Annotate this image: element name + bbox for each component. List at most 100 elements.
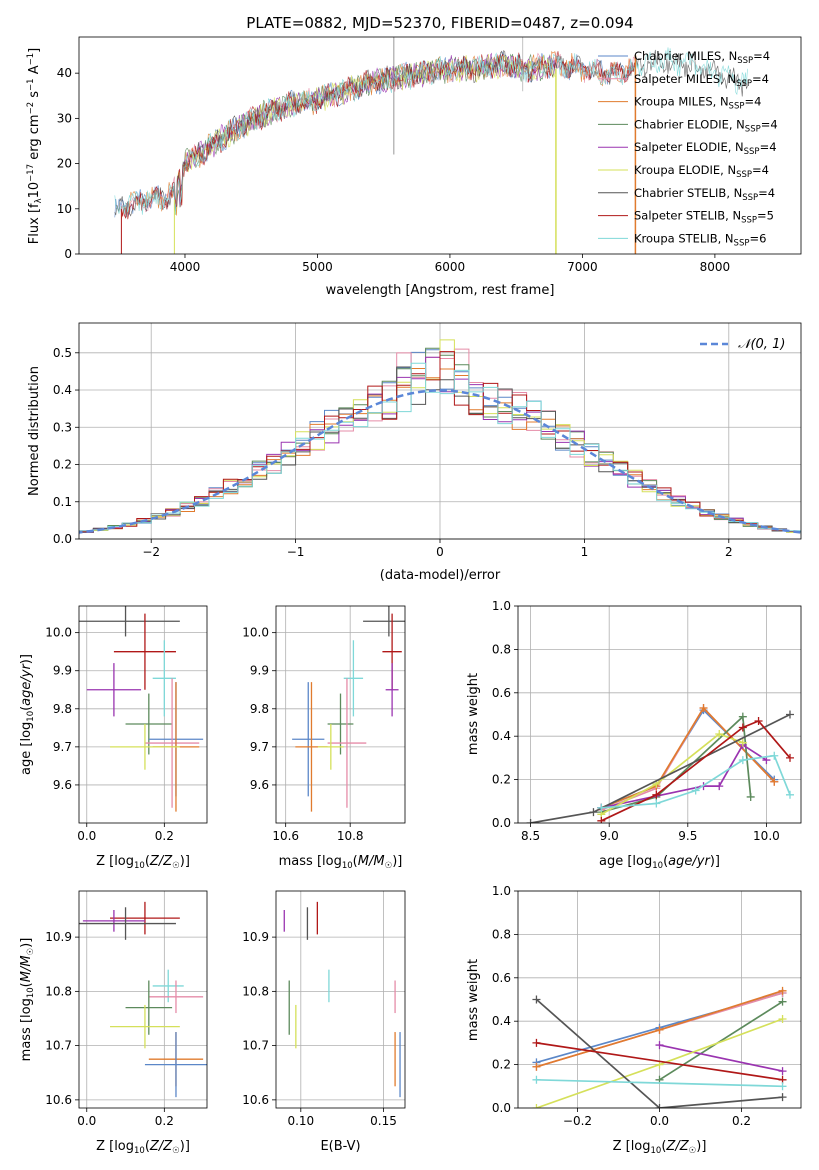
y-tick-label: 30 bbox=[57, 111, 72, 125]
legend-entry: Kroupa STELIB, NSSP=6 bbox=[634, 231, 766, 248]
y-tick-label: 0.1 bbox=[53, 495, 72, 509]
legend-entry: Salpeter MILES, NSSP=4 bbox=[634, 72, 769, 89]
series-marker bbox=[589, 808, 598, 817]
x-axis-label: Z [log10(Z/Z☉)] bbox=[96, 854, 190, 871]
axes-Z-vs-mass: 0.0 0.2 10.6 10.7 10.8 10.9 Z [log10(Z/Z☉)] mas… bbox=[19, 890, 208, 1156]
series-marker bbox=[778, 997, 787, 1006]
series-marker bbox=[715, 730, 724, 739]
axes-frame bbox=[275, 890, 406, 1109]
series-marker bbox=[770, 777, 779, 786]
legend-entry: Salpeter STELIB, NSSP=5 bbox=[634, 209, 774, 226]
y-tick-label: 1.0 bbox=[492, 884, 511, 898]
x-tick-label: −2 bbox=[142, 545, 160, 559]
series-marker bbox=[532, 1075, 541, 1084]
x-tick-label: 8.5 bbox=[521, 829, 540, 843]
y-tick-label: 0.4 bbox=[492, 729, 511, 743]
x-tick-label: 9.5 bbox=[678, 829, 697, 843]
figure-title: PLATE=0882, MJD=52370, FIBERID=0487, z=0… bbox=[246, 14, 633, 32]
y-tick-label: 10.8 bbox=[242, 984, 269, 998]
y-tick-label: 10 bbox=[57, 202, 72, 216]
series-line bbox=[601, 754, 791, 809]
y-tick-label: 0.0 bbox=[53, 532, 72, 546]
y-tick-label: 0.4 bbox=[53, 383, 72, 397]
x-tick-label: 7000 bbox=[567, 260, 598, 274]
axes-frame bbox=[275, 605, 406, 824]
series-marker bbox=[691, 786, 700, 795]
series-marker bbox=[532, 995, 541, 1004]
y-tick-label: 0.0 bbox=[492, 816, 511, 830]
x-tick-label: 10.0 bbox=[753, 829, 780, 843]
y-tick-label: 9.6 bbox=[53, 778, 72, 792]
y-tick-label: 0.6 bbox=[492, 971, 511, 985]
series-line bbox=[536, 1042, 783, 1081]
series-marker bbox=[746, 792, 755, 801]
series-marker bbox=[778, 1093, 787, 1102]
series-marker bbox=[597, 816, 606, 823]
spectrum-line bbox=[121, 51, 636, 220]
y-axis-label: mass weight bbox=[466, 673, 481, 755]
series-marker bbox=[778, 1015, 787, 1024]
legend-entry: 𝒩(0, 1) bbox=[738, 337, 785, 352]
y-tick-label: 9.7 bbox=[250, 740, 269, 754]
series-marker bbox=[532, 1104, 541, 1108]
y-tick-label: 10.0 bbox=[242, 626, 269, 640]
axes-E(B-V)-vs-mass: 0.10 0.15 10.6 10.7 10.8 10.9 E(B-V) bbox=[242, 890, 406, 1154]
x-axis-label: Z [log10(Z/Z☉)] bbox=[613, 1139, 707, 1156]
axes-Z-mass-weight: −0.2 0.0 0.2 0.0 0.2 0.4 0.6 0.8 1.0 Z [log10(Z/Z… bbox=[466, 884, 802, 1156]
series-marker bbox=[754, 717, 763, 726]
legend-entry: Chabrier ELODIE, NSSP=4 bbox=[634, 117, 778, 134]
y-tick-label: 10.6 bbox=[242, 1093, 269, 1107]
y-axis-label: Flux [fλ10−17 erg cm−2 s−1 A−1] bbox=[26, 48, 44, 244]
series-marker bbox=[738, 723, 747, 732]
axes-frame bbox=[78, 605, 208, 824]
x-axis-label: mass [log10(M/M☉)] bbox=[279, 854, 403, 871]
y-tick-label: 9.8 bbox=[250, 702, 269, 716]
y-tick-label: 0.5 bbox=[53, 346, 72, 360]
y-tick-label: 40 bbox=[57, 66, 72, 80]
x-axis-label: Z [log10(Z/Z☉)] bbox=[96, 1139, 190, 1156]
axes-age-mass-weight: 8.5 9.0 9.5 10.0 0.0 0.2 0.4 0.6 0.8 1.0 age [log1… bbox=[466, 599, 802, 871]
plot-area bbox=[283, 901, 401, 1098]
series-marker bbox=[655, 1104, 664, 1108]
legend-entry: Salpeter ELODIE, NSSP=4 bbox=[634, 140, 777, 157]
x-tick-label: 5000 bbox=[302, 260, 333, 274]
x-tick-label: 2 bbox=[725, 545, 733, 559]
x-tick-label: 0.0 bbox=[77, 829, 96, 843]
series-marker bbox=[738, 712, 747, 721]
spectrum-line bbox=[114, 47, 748, 215]
x-tick-label: 8000 bbox=[700, 260, 731, 274]
x-tick-label: 0.10 bbox=[287, 1114, 314, 1128]
y-tick-label: 1.0 bbox=[492, 599, 511, 613]
series-marker bbox=[532, 1062, 541, 1071]
series-line bbox=[600, 733, 744, 816]
y-tick-label: 10.9 bbox=[242, 930, 269, 944]
x-axis-label: (data-model)/error bbox=[380, 568, 501, 583]
y-axis-label: mass weight bbox=[466, 959, 481, 1041]
series-line bbox=[659, 1044, 783, 1072]
plot-area bbox=[532, 986, 787, 1108]
y-tick-label: 10.7 bbox=[45, 1039, 72, 1053]
x-tick-label: 6000 bbox=[435, 260, 466, 274]
axes-frame bbox=[78, 322, 802, 540]
y-tick-label: 0 bbox=[64, 247, 72, 261]
series-marker bbox=[785, 790, 794, 799]
x-tick-label: 10.6 bbox=[272, 829, 299, 843]
plot-area bbox=[114, 37, 748, 254]
x-tick-label: 0.0 bbox=[77, 1114, 96, 1128]
series-line bbox=[536, 1078, 783, 1088]
y-tick-label: 0.2 bbox=[492, 773, 511, 787]
x-tick-label: 1 bbox=[581, 545, 589, 559]
y-tick-label: 9.7 bbox=[53, 740, 72, 754]
x-tick-label: 9.0 bbox=[600, 829, 619, 843]
series-marker bbox=[652, 799, 661, 808]
y-axis-label: age [log10(age/yr)] bbox=[19, 654, 36, 775]
legend-entry: Kroupa MILES, NSSP=4 bbox=[634, 95, 761, 112]
series-marker bbox=[699, 703, 708, 712]
axes-frame bbox=[78, 890, 208, 1109]
series-line bbox=[659, 1000, 783, 1081]
series-marker bbox=[655, 1041, 664, 1050]
series-marker bbox=[785, 710, 794, 719]
y-tick-label: 0.8 bbox=[492, 927, 511, 941]
y-tick-label: 0.3 bbox=[53, 420, 72, 434]
